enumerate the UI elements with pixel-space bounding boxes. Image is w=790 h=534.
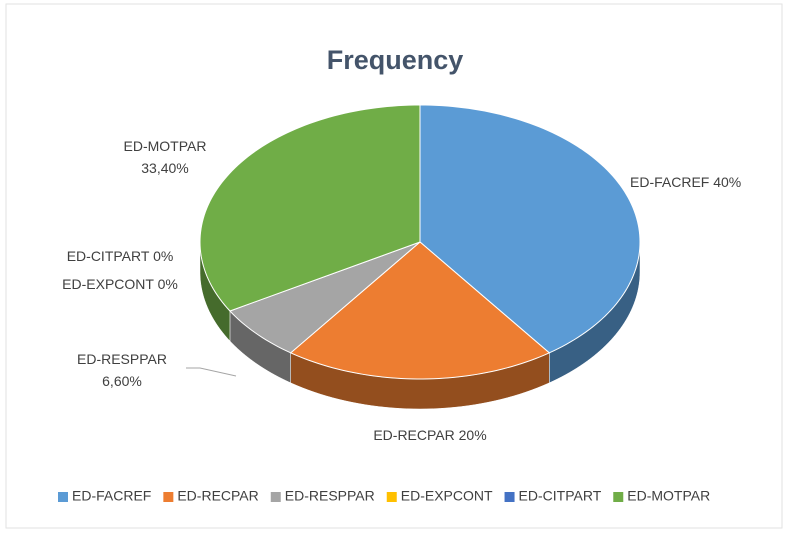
chart-title: Frequency: [327, 45, 464, 75]
legend-swatch: [613, 492, 624, 502]
legend-swatch: [163, 492, 174, 502]
data-label-category: ED-RECPAR: [373, 427, 454, 443]
leader-line: [186, 367, 237, 377]
legend-swatch: [270, 492, 281, 502]
pie-slice: [229, 241, 421, 354]
data-label-value: 40%: [713, 174, 741, 190]
pie-slice: [289, 241, 551, 380]
legend-swatch: [58, 492, 68, 502]
legend-swatch: [386, 492, 397, 502]
legend-swatch: [504, 492, 515, 502]
legend-label: ED-EXPCONT: [401, 488, 493, 504]
legend-label: ED-FACREF: [72, 488, 151, 504]
data-label-value: 33,40%: [141, 160, 188, 176]
legend-label: ED-MOTPAR: [627, 488, 710, 504]
data-label-value: 6,60%: [102, 373, 142, 389]
pie-slice: [419, 104, 641, 354]
pie-slice: [199, 104, 421, 312]
data-label-category: ED-EXPCONT: [62, 276, 154, 292]
data-label-category: ED-CITPART: [67, 248, 150, 264]
data-label-value: 0%: [153, 248, 173, 264]
data-label: ED-RESPPAR 6,60%: [77, 351, 167, 389]
legend-label: ED-RESPPAR: [285, 488, 375, 504]
data-label-value: 20%: [459, 427, 487, 443]
data-label-category: ED-FACREF: [630, 174, 709, 190]
data-label: ED-CITPART 0%: [67, 248, 174, 264]
legend-label: ED-CITPART: [519, 488, 602, 504]
data-label-value: 0%: [158, 276, 178, 292]
data-label: ED-MOTPAR 33,40%: [124, 138, 207, 176]
data-label: ED-FACREF 40%: [630, 174, 741, 190]
data-label-category: ED-MOTPAR: [124, 138, 207, 154]
data-label-category: ED-RESPPAR: [77, 351, 167, 367]
data-label: ED-RECPAR 20%: [373, 427, 486, 443]
data-label: ED-EXPCONT 0%: [62, 276, 178, 292]
legend-label: ED-RECPAR: [177, 488, 258, 504]
